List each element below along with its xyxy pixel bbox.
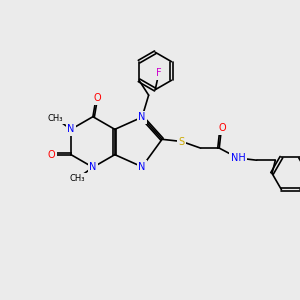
Text: CH₃: CH₃ [70,174,85,183]
Text: N: N [67,124,75,134]
Text: O: O [219,123,226,133]
Text: O: O [93,93,101,103]
Text: N: N [138,112,146,122]
Text: NH: NH [231,153,245,163]
Text: N: N [89,162,97,172]
Text: F: F [156,68,161,78]
Text: N: N [138,162,146,172]
Text: S: S [179,136,185,146]
Text: O: O [47,150,55,160]
Text: CH₃: CH₃ [48,114,63,123]
